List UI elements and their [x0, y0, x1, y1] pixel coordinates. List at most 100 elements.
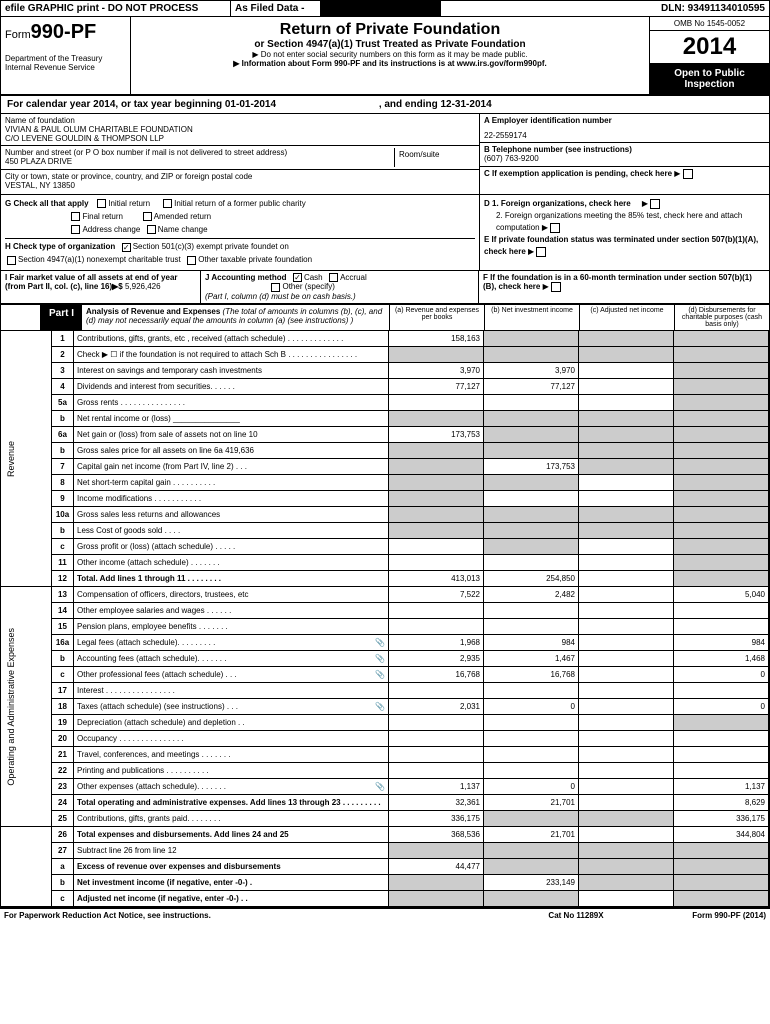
l27b-a	[389, 875, 484, 891]
l27-num: 27	[52, 843, 74, 859]
l21-num: 21	[52, 747, 74, 763]
h-opt1: Section 501(c)(3) exempt private foundet…	[133, 242, 289, 251]
footer-right: Form 990-PF (2014)	[626, 911, 766, 920]
row-4: 4Dividends and interest from securities.…	[1, 379, 769, 395]
l20-d	[674, 731, 769, 747]
row-5a: 5aGross rents . . . . . . . . . . . . . …	[1, 395, 769, 411]
l26-desc: Total expenses and disbursements. Add li…	[74, 827, 389, 843]
row-8: 8Net short-term capital gain . . . . . .…	[1, 475, 769, 491]
l16b-b: 1,467	[484, 651, 579, 667]
l16c-icon[interactable]: 📎	[375, 670, 385, 679]
l17-c	[579, 683, 674, 699]
l18-icon[interactable]: 📎	[375, 702, 385, 711]
row-14: 14Other employee salaries and wages . . …	[1, 603, 769, 619]
l23-num: 23	[52, 779, 74, 795]
l11-desc: Other income (attach schedule) . . . . .…	[74, 555, 389, 571]
l27c-b	[484, 891, 579, 907]
l8-a	[389, 475, 484, 491]
cb-accrual[interactable]	[329, 273, 338, 282]
c-checkbox[interactable]	[683, 169, 693, 179]
l16c-c	[579, 667, 674, 683]
l27c-num: c	[52, 891, 74, 907]
l26-c	[579, 827, 674, 843]
l10c-c	[579, 539, 674, 555]
l16a-desc: Legal fees (attach schedule). . . . . . …	[77, 638, 215, 647]
l6b-desc: Gross sales price for all assets on line…	[74, 443, 389, 459]
l7-d	[674, 459, 769, 475]
l8-c	[579, 475, 674, 491]
row-9: 9Income modifications . . . . . . . . . …	[1, 491, 769, 507]
l27a-num: a	[52, 859, 74, 875]
l18-b: 0	[484, 699, 579, 715]
cb-initial-former[interactable]	[163, 199, 172, 208]
row-21: 21Travel, conferences, and meetings . . …	[1, 747, 769, 763]
row-26: 26Total expenses and disbursements. Add …	[1, 827, 769, 843]
l10b-a	[389, 523, 484, 539]
l9-c	[579, 491, 674, 507]
l14-a	[389, 603, 484, 619]
l15-c	[579, 619, 674, 635]
cb-4947[interactable]	[7, 256, 16, 265]
l22-d	[674, 763, 769, 779]
l5a-desc: Gross rents . . . . . . . . . . . . . . …	[74, 395, 389, 411]
cb-amended[interactable]	[143, 212, 152, 221]
cb-other-tax[interactable]	[187, 256, 196, 265]
section-j: J Accounting method Cash Accrual Other (…	[201, 271, 479, 303]
l3-c	[579, 363, 674, 379]
row-27b: bNet investment income (if negative, ent…	[1, 875, 769, 891]
g-opt1: Initial return	[108, 199, 150, 208]
l26-d: 344,804	[674, 827, 769, 843]
l23-icon[interactable]: 📎	[375, 782, 385, 791]
d1-checkbox[interactable]	[650, 199, 660, 209]
l16c-b: 16,768	[484, 667, 579, 683]
l24-b: 21,701	[484, 795, 579, 811]
form-num-big: 990-PF	[31, 21, 97, 43]
l20-c	[579, 731, 674, 747]
f-checkbox[interactable]	[551, 282, 561, 292]
l4-d	[674, 379, 769, 395]
l18-c	[579, 699, 674, 715]
l9-a	[389, 491, 484, 507]
cb-cash[interactable]	[293, 273, 302, 282]
l16a-desc-cell: Legal fees (attach schedule). . . . . . …	[74, 635, 389, 651]
l16a-num: 16a	[52, 635, 74, 651]
l10c-num: c	[52, 539, 74, 555]
row-15: 15Pension plans, employee benefits . . .…	[1, 619, 769, 635]
l27a-a: 44,477	[389, 859, 484, 875]
l11-a	[389, 555, 484, 571]
cb-501c3[interactable]	[122, 243, 131, 252]
row-22: 22Printing and publications . . . . . . …	[1, 763, 769, 779]
l13-d: 5,040	[674, 587, 769, 603]
l27a-c	[579, 859, 674, 875]
footer-left: For Paperwork Reduction Act Notice, see …	[4, 911, 526, 920]
l13-b: 2,482	[484, 587, 579, 603]
row-19: 19Depreciation (attach schedule) and dep…	[1, 715, 769, 731]
dept-label: Department of the Treasury	[5, 54, 126, 63]
cb-other[interactable]	[271, 283, 280, 292]
l16b-c	[579, 651, 674, 667]
cb-initial[interactable]	[97, 199, 106, 208]
l24-desc-text: Total operating and administrative expen…	[77, 798, 381, 807]
l26-num: 26	[52, 827, 74, 843]
cb-address[interactable]	[71, 225, 80, 234]
e-checkbox[interactable]	[536, 247, 546, 257]
f-label: F If the foundation is in a 60-month ter…	[483, 273, 752, 291]
cb-final[interactable]	[71, 212, 80, 221]
l16b-icon[interactable]: 📎	[375, 654, 385, 663]
l6a-num: 6a	[52, 427, 74, 443]
l15-a	[389, 619, 484, 635]
top-bar: efile GRAPHIC print - DO NOT PROCESS As …	[1, 1, 769, 17]
l22-a	[389, 763, 484, 779]
tel-value: (607) 763-9200	[484, 154, 765, 163]
revenue-label: Revenue	[4, 437, 18, 481]
l16b-num: b	[52, 651, 74, 667]
l9-b	[484, 491, 579, 507]
d1-label: D 1. Foreign organizations, check here	[484, 199, 631, 208]
l16c-desc: Other professional fees (attach schedule…	[77, 670, 237, 679]
l10a-c	[579, 507, 674, 523]
d2-checkbox[interactable]	[550, 223, 560, 233]
l16a-icon[interactable]: 📎	[375, 638, 385, 647]
row-23: 23Other expenses (attach schedule). . . …	[1, 779, 769, 795]
l9-num: 9	[52, 491, 74, 507]
cb-namechange[interactable]	[147, 225, 156, 234]
